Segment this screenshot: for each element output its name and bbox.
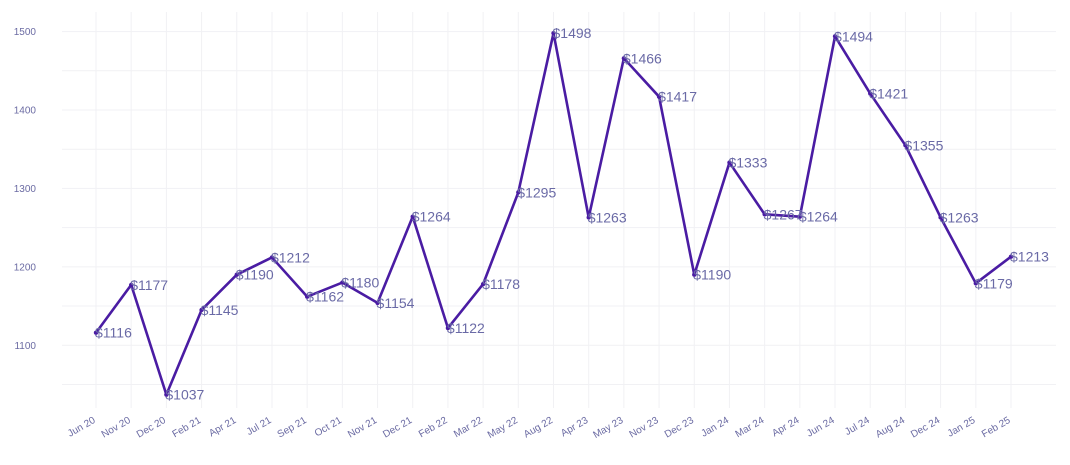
x-tick-label: Apr 24 [770, 415, 801, 439]
data-point [656, 94, 662, 99]
data-point [128, 282, 134, 288]
data-point [269, 255, 275, 260]
x-tick-label: Jan 24 [699, 415, 731, 440]
data-label: $1122 [447, 320, 485, 336]
data-point [304, 294, 310, 299]
data-label: $1213 [1010, 249, 1049, 265]
x-tick-label: Nov 23 [628, 415, 661, 441]
data-label: $1498 [553, 25, 592, 41]
x-tick-label: Apr 23 [559, 415, 590, 439]
x-tick-label: Nov 20 [100, 415, 133, 441]
data-point [199, 307, 204, 313]
y-tick-label: 1500 [14, 27, 37, 38]
data-point [445, 325, 451, 331]
x-tick-label: Dec 23 [663, 415, 696, 441]
data-label: $1494 [834, 28, 873, 44]
data-point [340, 280, 345, 285]
x-tick-label: Aug 22 [522, 415, 555, 441]
y-tick-label: 1200 [14, 262, 37, 273]
x-tick-label: Jun 24 [805, 415, 837, 440]
data-point [480, 281, 486, 287]
x-tick-label: Dec 24 [909, 415, 942, 441]
y-axis-tick-labels: 1100 1200 1300 1400 1500 [14, 27, 37, 352]
data-label: $1421 [869, 86, 908, 102]
data-point [797, 214, 803, 219]
data-point [762, 212, 767, 217]
x-tick-label: May 22 [486, 415, 520, 441]
x-tick-label: Mar 24 [734, 415, 767, 440]
data-label: $1190 [693, 267, 731, 283]
data-point [621, 56, 627, 61]
data-point [375, 300, 380, 306]
data-points [93, 30, 1014, 397]
x-tick-label: Sep 21 [276, 415, 309, 441]
data-label: $1154 [377, 295, 415, 311]
data-point [516, 190, 521, 195]
data-label: $1179 [975, 275, 1013, 291]
y-tick-label: 1300 [14, 184, 37, 195]
data-label: $1264 [412, 209, 451, 225]
data-point [1008, 254, 1014, 259]
x-tick-label: Mar 22 [452, 415, 485, 440]
data-point [938, 215, 943, 220]
y-tick-label: 1400 [14, 106, 37, 117]
x-tick-label: Oct 21 [313, 415, 344, 439]
x-tick-label: Apr 21 [207, 415, 238, 439]
data-label: $1466 [623, 50, 662, 66]
x-tick-label: Feb 22 [417, 415, 450, 440]
grid-lines [62, 12, 1056, 408]
data-label: $1180 [341, 275, 379, 291]
x-tick-label: Dec 21 [381, 415, 414, 441]
data-label: $1263 [940, 209, 979, 225]
data-label: $1037 [165, 387, 204, 403]
data-point [551, 30, 556, 36]
data-point [692, 272, 697, 277]
data-label: $1145 [201, 302, 239, 318]
x-axis-tick-labels: Jun 20 Nov 20 Dec 20 Feb 21 Apr 21 Jul 21 Sep … [66, 415, 1013, 441]
data-label: $1333 [728, 155, 767, 171]
data-label: $1267 [764, 206, 803, 222]
data-label: $1212 [271, 249, 310, 265]
data-label: $1263 [588, 209, 627, 225]
x-tick-label: Nov 21 [346, 415, 379, 441]
data-label: $1190 [236, 267, 274, 283]
data-label: $1177 [130, 277, 168, 293]
data-point [586, 215, 591, 220]
x-tick-label: Aug 24 [874, 415, 907, 441]
x-tick-label: Feb 21 [171, 415, 204, 440]
data-label: $1178 [482, 276, 520, 292]
data-label: $1116 [95, 325, 132, 341]
data-point [973, 281, 979, 286]
data-point [903, 143, 908, 148]
x-tick-label: Jul 21 [245, 415, 274, 438]
data-label: $1162 [306, 289, 344, 305]
data-label: $1417 [658, 89, 697, 105]
data-label: $1264 [799, 209, 838, 225]
x-tick-label: Jul 24 [843, 415, 872, 438]
data-label: $1355 [904, 137, 943, 153]
x-tick-label: Jan 25 [946, 415, 978, 440]
data-point [410, 214, 415, 219]
data-point [868, 91, 873, 96]
y-tick-label: 1100 [14, 341, 36, 352]
data-point [727, 160, 732, 165]
data-point [832, 34, 838, 39]
x-tick-label: Dec 20 [135, 415, 168, 441]
x-tick-label: May 23 [591, 415, 625, 441]
x-tick-label: Jun 20 [66, 415, 98, 440]
data-point [93, 330, 99, 335]
data-point [164, 392, 169, 397]
x-tick-label: Feb 25 [980, 415, 1013, 440]
data-point [234, 272, 239, 277]
data-label: $1295 [517, 184, 556, 200]
data-labels: $1116 $1177 $1037 $1145 $1190 $1212 $1162$1180… [95, 25, 1049, 402]
